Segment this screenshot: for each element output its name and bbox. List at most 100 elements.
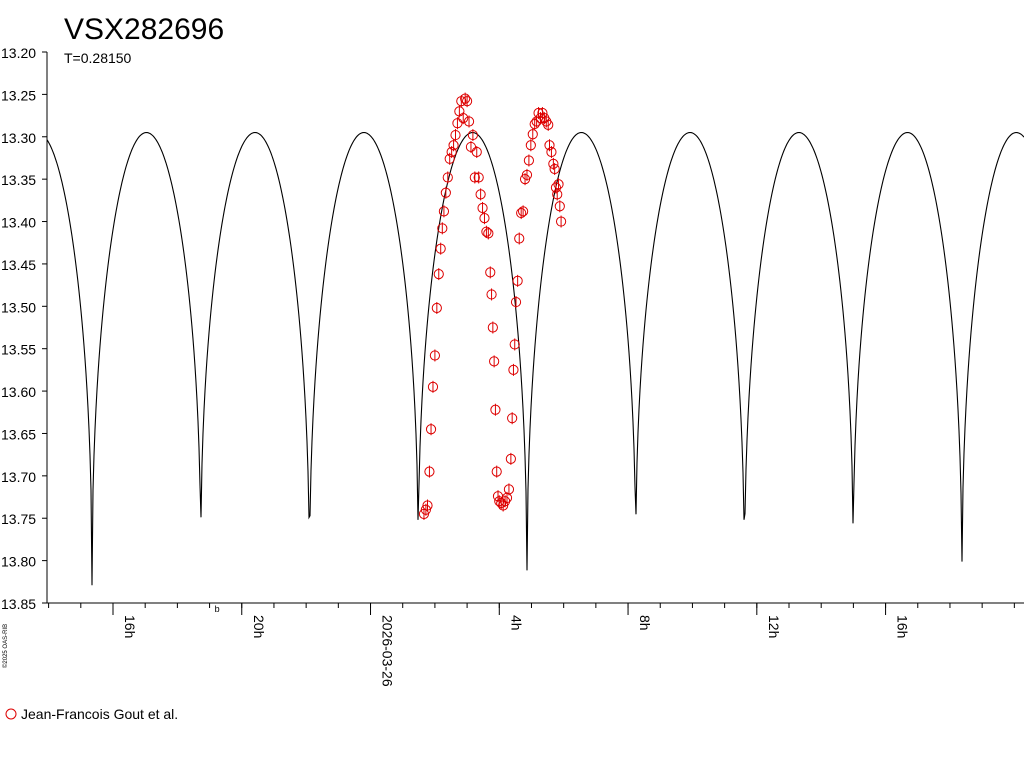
- obs-point-31: [477, 201, 488, 214]
- obs-point-62: [529, 118, 540, 131]
- obs-point-38: [489, 355, 500, 368]
- obs-point-30: [475, 188, 486, 201]
- obs-point-16: [448, 139, 459, 152]
- obs-point-15: [446, 146, 457, 159]
- obs-point-68: [541, 115, 552, 128]
- y-tick-label-11: 13.75: [1, 511, 36, 527]
- obs-point-53: [512, 274, 523, 287]
- obs-point-47: [503, 483, 515, 496]
- obs-point-35: [485, 266, 496, 279]
- obs-point-32: [479, 212, 490, 225]
- obs-point-7: [431, 302, 442, 315]
- obs-point-11: [438, 205, 450, 218]
- y-tick-label-1: 13.25: [1, 87, 36, 103]
- obs-point-55: [516, 207, 527, 220]
- x-tick-label-0: 16h: [122, 615, 138, 638]
- obs-point-18: [452, 117, 463, 130]
- obs-point-60: [525, 139, 536, 152]
- obs-point-65: [535, 112, 546, 125]
- obs-point-48: [505, 452, 516, 465]
- observation-points: [418, 92, 567, 520]
- obs-point-23: [461, 95, 473, 108]
- obs-point-49: [507, 412, 518, 425]
- obs-point-22: [460, 92, 471, 105]
- obs-point-76: [553, 178, 564, 191]
- obs-point-50: [508, 363, 519, 376]
- obs-point-61: [527, 128, 538, 141]
- y-tick-group: 13.20 13.25 13.30 13.35 13.40 13.45 13.50 13.55…: [1, 45, 47, 612]
- x-tick-group: 16h 20h 2026-03-26 4h 8h 12h 16h b: [48, 603, 1015, 687]
- x-tick-label-1: 20h: [251, 615, 267, 638]
- obs-point-24: [463, 115, 475, 128]
- obs-point-10: [437, 222, 448, 235]
- y-tick-label-9: 13.65: [1, 426, 36, 442]
- obs-point-6: [429, 349, 441, 362]
- obs-point-74: [550, 181, 562, 194]
- y-axis: 13.20 13.25 13.30 13.35 13.40 13.45 13.50 13.55…: [1, 45, 48, 612]
- obs-point-56: [518, 205, 529, 218]
- obs-point-73: [549, 162, 560, 175]
- obs-point-78: [555, 215, 567, 228]
- y-tick-label-12: 13.80: [1, 554, 36, 570]
- obs-point-39: [490, 403, 501, 416]
- plot-area: [46, 92, 1024, 586]
- credit-text: ©2025 OAS-RIB: [2, 624, 9, 668]
- obs-point-54: [514, 232, 525, 245]
- x-tick-label-5: 12h: [766, 615, 782, 638]
- obs-point-34: [483, 227, 494, 240]
- obs-point-71: [546, 146, 557, 159]
- obs-point-9: [435, 242, 446, 255]
- obs-point-51: [509, 338, 520, 351]
- y-tick-label-7: 13.55: [1, 342, 36, 358]
- obs-point-29: [473, 171, 484, 184]
- obs-point-2: [422, 499, 433, 512]
- obs-point-72: [548, 157, 559, 170]
- obs-point-33: [481, 225, 492, 238]
- x-tick-label-4: 8h: [637, 615, 653, 631]
- x-tick-label-6: 16h: [895, 615, 911, 638]
- model-curve-line: [46, 131, 1024, 586]
- obs-point-21: [458, 112, 469, 125]
- obs-point-77: [554, 200, 565, 213]
- obs-point-69: [543, 118, 554, 131]
- y-tick-label-6: 13.50: [1, 299, 36, 315]
- obs-point-4: [425, 423, 437, 436]
- legend: Jean-Francois Gout et al.: [5, 706, 178, 722]
- obs-point-28: [471, 146, 482, 159]
- y-tick-label-4: 13.40: [1, 215, 36, 231]
- obs-point-26: [467, 129, 478, 142]
- obs-point-14: [444, 152, 455, 165]
- obs-point-27: [469, 171, 480, 184]
- obs-point-25: [465, 140, 477, 153]
- obs-point-12: [440, 186, 451, 199]
- y-tick-label-3: 13.35: [1, 172, 36, 188]
- y-tick-label-13: 13.85: [1, 596, 36, 612]
- obs-point-59: [523, 154, 535, 167]
- obs-point-58: [521, 168, 533, 181]
- obs-point-37: [487, 321, 498, 334]
- obs-point-13: [442, 171, 453, 184]
- y-tick-label-10: 13.70: [1, 469, 36, 485]
- obs-point-66: [537, 107, 548, 120]
- obs-point-17: [450, 129, 461, 142]
- obs-point-36: [486, 288, 497, 301]
- y-tick-label-5: 13.45: [1, 257, 36, 273]
- obs-point-70: [544, 139, 555, 152]
- x-axis: 16h 20h 2026-03-26 4h 8h 12h 16h b: [47, 602, 1024, 687]
- chart-subtitle: T=0.28150: [64, 50, 132, 66]
- x-extra-mark: b: [215, 604, 220, 614]
- x-tick-label-3: 4h: [508, 615, 524, 631]
- obs-point-64: [533, 107, 544, 120]
- x-tick-label-2: 2026-03-26: [380, 615, 396, 687]
- obs-point-40: [491, 465, 502, 478]
- obs-point-3: [424, 465, 435, 478]
- obs-point-75: [552, 188, 563, 201]
- obs-point-5: [427, 380, 439, 393]
- y-tick-label-0: 13.20: [1, 45, 36, 61]
- chart-title: VSX282696: [64, 13, 224, 46]
- y-tick-label-2: 13.30: [1, 130, 36, 146]
- legend-label: Jean-Francois Gout et al.: [21, 706, 178, 722]
- y-tick-label-8: 13.60: [1, 384, 36, 400]
- obs-point-52: [510, 296, 522, 309]
